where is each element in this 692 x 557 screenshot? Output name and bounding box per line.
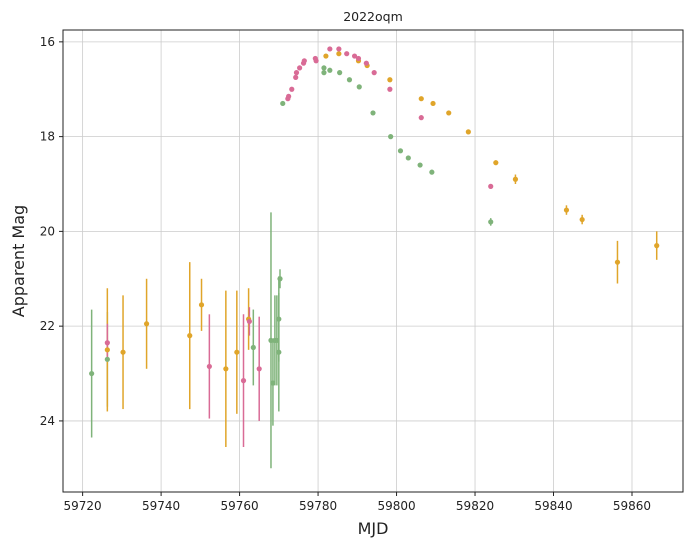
data-point xyxy=(198,302,205,308)
data-point xyxy=(89,370,95,377)
data-point xyxy=(346,77,353,83)
data-point xyxy=(321,65,327,71)
data-point xyxy=(388,134,394,140)
data-point xyxy=(512,176,519,182)
y-tick-label: 18 xyxy=(40,130,55,144)
plot-frame xyxy=(62,29,684,493)
data-point xyxy=(223,366,229,372)
data-point xyxy=(387,77,393,83)
y-axis-title: Apparent Mag xyxy=(9,205,28,317)
data-point xyxy=(323,53,329,59)
data-point xyxy=(327,67,333,73)
data-point xyxy=(321,70,327,76)
data-point xyxy=(493,160,499,166)
data-point xyxy=(104,347,110,353)
data-point xyxy=(465,129,471,135)
x-tick-label: 59720 xyxy=(64,499,102,513)
data-point xyxy=(363,60,369,66)
data-point xyxy=(336,51,342,57)
data-point xyxy=(614,259,621,265)
data-point xyxy=(579,216,585,223)
data-point xyxy=(240,378,247,384)
x-tick-label: 59760 xyxy=(220,499,258,513)
data-point xyxy=(104,340,110,346)
data-point xyxy=(327,46,333,52)
data-point xyxy=(120,349,126,355)
grid-layer xyxy=(63,30,683,492)
data-point xyxy=(206,363,212,370)
chart-title: 2022oqm xyxy=(343,9,403,24)
x-tick-label: 59740 xyxy=(142,499,180,513)
data-point xyxy=(289,86,295,92)
data-point xyxy=(293,70,300,76)
y-tick-label: 24 xyxy=(40,414,55,428)
data-point xyxy=(301,58,307,64)
point-layer xyxy=(89,46,660,386)
data-point xyxy=(488,183,494,189)
data-point xyxy=(268,337,274,343)
data-point xyxy=(418,96,424,102)
data-point xyxy=(351,53,358,59)
x-tick-label: 59840 xyxy=(534,499,572,513)
y-tick-label: 16 xyxy=(40,35,55,49)
data-point xyxy=(397,148,404,154)
x-tick-label: 59800 xyxy=(377,499,415,513)
data-point xyxy=(270,380,276,386)
data-point xyxy=(387,86,393,92)
data-point xyxy=(430,100,436,107)
data-point xyxy=(356,84,362,90)
data-point xyxy=(370,110,376,116)
data-point xyxy=(418,115,424,121)
data-point xyxy=(563,207,570,213)
data-point xyxy=(276,316,282,322)
y-tick-label: 20 xyxy=(40,224,55,238)
data-point xyxy=(293,74,299,80)
x-axis-title: MJD xyxy=(358,519,389,538)
data-point xyxy=(336,46,342,52)
data-point xyxy=(246,318,252,325)
data-point xyxy=(488,219,494,225)
data-point xyxy=(405,155,411,161)
data-point xyxy=(143,321,150,327)
data-point xyxy=(277,276,283,282)
data-point xyxy=(371,70,377,76)
data-point xyxy=(313,58,319,64)
data-point xyxy=(654,243,660,249)
data-point xyxy=(256,366,262,372)
data-point xyxy=(355,55,362,62)
data-point xyxy=(274,337,280,343)
data-point xyxy=(337,70,343,76)
data-point xyxy=(276,349,282,355)
data-point xyxy=(417,162,423,168)
data-point xyxy=(104,356,110,362)
data-point xyxy=(297,65,303,71)
data-point xyxy=(286,93,292,99)
tick-layer: 59720 59740 59760 59780 59800 59820 59840 59860… xyxy=(40,35,651,513)
data-point xyxy=(280,100,286,107)
x-tick-label: 59860 xyxy=(613,499,651,513)
x-tick-label: 59780 xyxy=(299,499,337,513)
y-tick-label: 22 xyxy=(40,319,55,333)
x-tick-label: 59820 xyxy=(456,499,494,513)
data-point xyxy=(234,349,240,355)
data-point xyxy=(344,51,350,57)
data-point xyxy=(250,344,256,351)
data-point xyxy=(446,110,452,116)
data-point xyxy=(429,169,435,175)
data-point xyxy=(187,333,193,339)
